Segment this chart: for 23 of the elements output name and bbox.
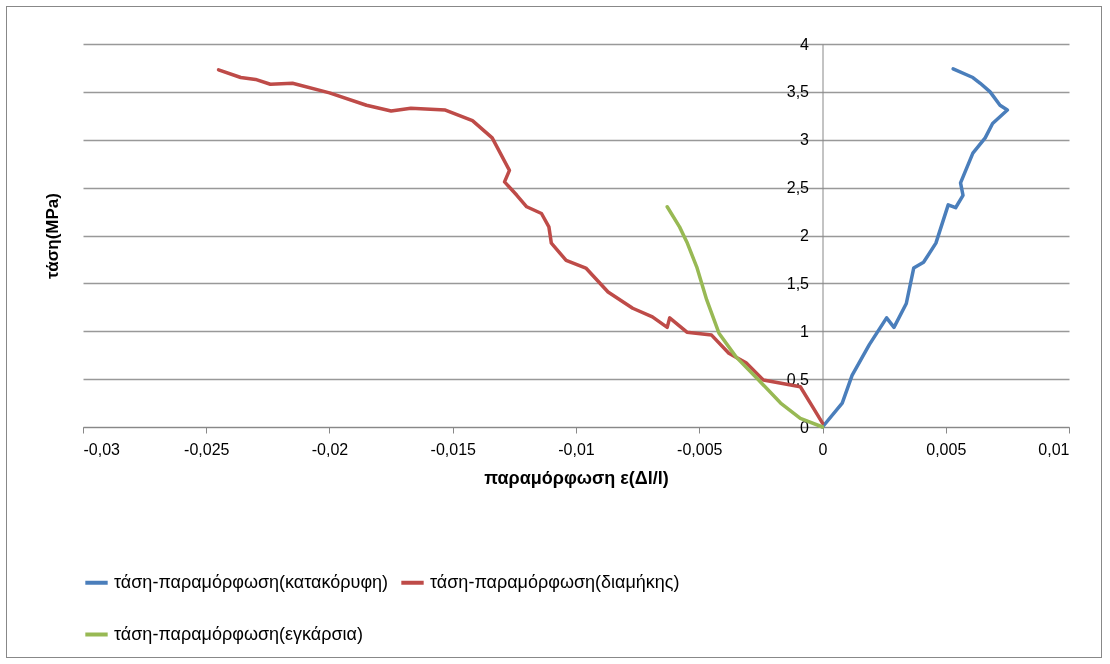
x-tick-label: 0,005	[926, 440, 967, 458]
x-tick-label: -0,025	[184, 440, 230, 458]
x-tick-label: -0,015	[430, 440, 477, 458]
x-tick-label: 0,01	[1038, 440, 1070, 458]
y-tick-label: 2,5	[786, 179, 810, 197]
y-tick-label: 3	[800, 131, 810, 149]
y-tick-label: 1	[800, 322, 810, 340]
legend-label: τάση-παραμόρφωση(διαμήκης)	[430, 571, 680, 592]
x-tick-label: -0,01	[558, 440, 595, 458]
y-axis-title: τάση(MPa)	[42, 193, 62, 279]
legend-label: τάση-παραμόρφωση(εγκάρσια)	[114, 623, 364, 644]
x-tick-label: -0,02	[311, 440, 349, 458]
y-tick-label: 3,5	[786, 83, 810, 101]
x-tick-label: 0	[818, 440, 828, 458]
y-tick-label: 2	[800, 227, 810, 244]
y-tick-label: 0	[800, 418, 810, 436]
x-axis-title: παραμόρφωση ε(Δl/l)	[484, 467, 669, 488]
y-tick-label: 1,5	[786, 274, 810, 292]
y-tick-label: 4	[800, 35, 810, 53]
line-series	[820, 67, 1010, 429]
legend-label: τάση-παραμόρφωση(κατακόρυφη)	[114, 571, 389, 592]
x-tick-label: -0,005	[677, 440, 723, 458]
x-tick-label: -0,03	[83, 440, 121, 458]
